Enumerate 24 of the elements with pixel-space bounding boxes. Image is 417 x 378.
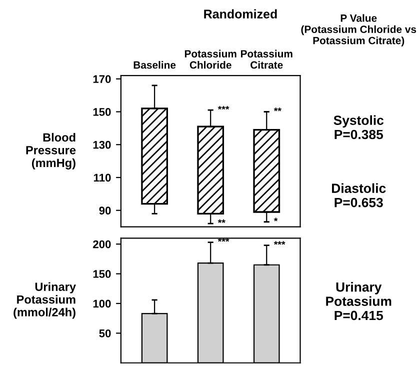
y-axis-title: Urinary Potassium (mmol/24h) (14, 282, 76, 319)
text: Urinary Potassium P=0.415 (326, 282, 392, 320)
x-tick-label: Baseline (134, 61, 176, 69)
annotation: *** (274, 241, 286, 245)
y-tick-label: 170 (93, 75, 111, 84)
y-tick-label: 150 (93, 108, 111, 116)
y-tick-label: 90 (99, 206, 111, 214)
text: Systolic P=0.385 (334, 115, 384, 140)
text: Diastolic P=0.653 (332, 183, 386, 208)
y-tick-label: 50 (99, 329, 111, 338)
x-tick-label: Potassium Chloride (184, 50, 236, 69)
y-tick-label: 130 (93, 140, 111, 149)
annotation: * (274, 218, 278, 222)
x-tick-label: Potassium Citrate (240, 50, 292, 69)
y-tick-label: 200 (93, 240, 111, 248)
y-axis-title: Blood Pressure (mmHg) (26, 132, 76, 170)
y-tick-label: 110 (94, 174, 111, 182)
y-tick-label: 150 (93, 270, 111, 278)
text: P Value (Potassium Chloride vs Potassium Citrate) (301, 14, 416, 46)
annotation: ** (274, 108, 282, 112)
annotation: ** (218, 219, 226, 223)
annotation: *** (218, 106, 230, 110)
y-tick-label: 100 (93, 300, 111, 308)
text: Randomized (204, 9, 277, 18)
